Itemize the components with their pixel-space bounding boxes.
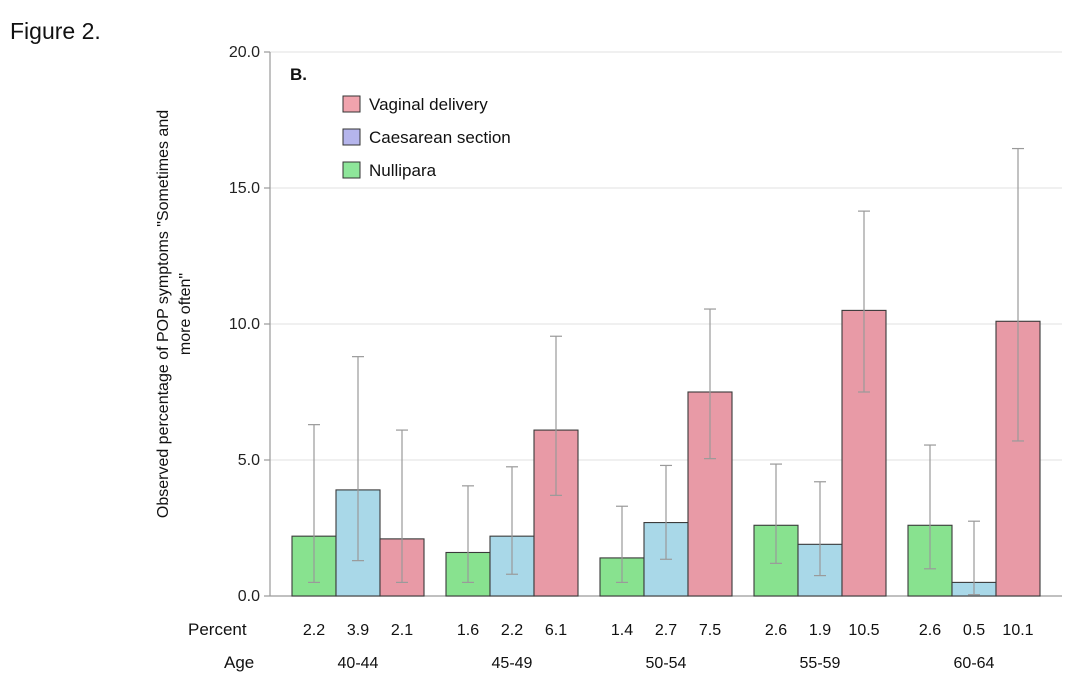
age-category-label: 55-59	[800, 655, 841, 672]
error-bars	[308, 147, 1024, 596]
percent-label: 1.6	[457, 622, 479, 639]
age-row-label: Age	[224, 653, 254, 672]
legend-swatch	[342, 95, 361, 113]
age-category-label: 40-44	[338, 655, 379, 672]
y-axis-title-line: more often"	[177, 273, 194, 355]
percent-label: 10.5	[848, 622, 879, 639]
legend-label: Caesarean section	[369, 128, 511, 147]
legend-swatch	[342, 161, 361, 179]
percent-row-label: Percent	[188, 620, 247, 639]
age-category-label: 45-49	[492, 655, 533, 672]
y-axis-title: Observed percentage of POP symptoms "Som…	[155, 110, 194, 518]
percent-label: 2.2	[501, 622, 523, 639]
percent-label: 0.5	[963, 622, 985, 639]
percent-label: 2.6	[765, 622, 787, 639]
percent-label: 6.1	[545, 622, 567, 639]
percent-label: 1.4	[611, 622, 633, 639]
legend-swatch	[342, 128, 361, 146]
y-tick-label: 0.0	[238, 588, 260, 605]
age-category-label: 60-64	[954, 655, 995, 672]
bottom-rows: 2.2 3.9 2.1 40-44 1.6 2.2 6.1 45-49 1.4 2.7 7.5 50-…	[188, 620, 1034, 672]
percent-label: 2.1	[391, 622, 413, 639]
y-axis-ticks: 0.0 5.0 10.0 15.0 20.0	[229, 44, 270, 605]
percent-label: 3.9	[347, 622, 369, 639]
percent-label: 2.6	[919, 622, 941, 639]
y-axis-title-line: Observed percentage of POP symptoms "Som…	[155, 110, 172, 518]
y-tick-label: 20.0	[229, 44, 260, 61]
y-tick-label: 5.0	[238, 452, 260, 469]
percent-label: 10.1	[1002, 622, 1033, 639]
y-tick-label: 15.0	[229, 180, 260, 197]
percent-label: 7.5	[699, 622, 721, 639]
figure-title: Figure 2.	[10, 18, 101, 44]
age-category-label: 50-54	[646, 655, 687, 672]
legend-label: Nullipara	[369, 161, 437, 180]
panel-label: B.	[290, 65, 307, 84]
legend-label: Vaginal delivery	[369, 95, 488, 114]
percent-label: 2.2	[303, 622, 325, 639]
legend: Vaginal delivery Caesarean section Nullipa…	[342, 95, 511, 180]
percent-label: 2.7	[655, 622, 677, 639]
y-tick-label: 10.0	[229, 316, 260, 333]
percent-label: 1.9	[809, 622, 831, 639]
